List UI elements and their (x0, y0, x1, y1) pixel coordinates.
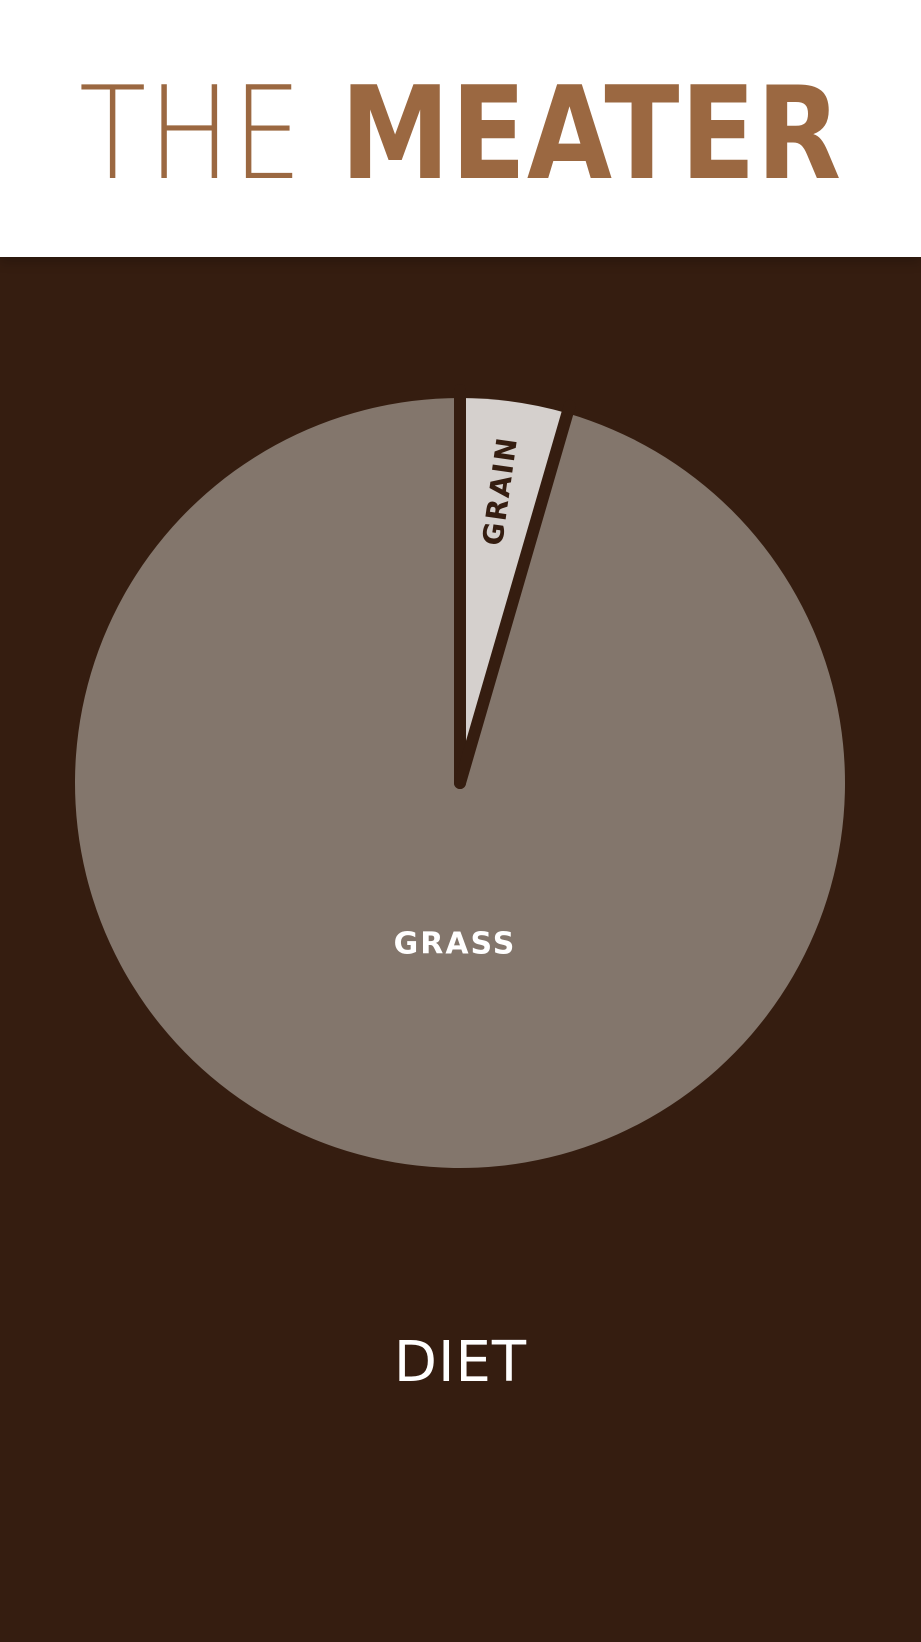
title-bold-part: MEATER (340, 60, 843, 209)
header-bar: THE MEATER (0, 0, 921, 257)
slice-divider-1 (454, 399, 576, 789)
title-light-part: THE (78, 60, 341, 209)
page-title: THE MEATER (64, 60, 856, 210)
pie-label-grass: GRASS (394, 927, 517, 962)
chart-caption: DIET (393, 1330, 528, 1395)
pie-dividers (454, 384, 576, 789)
